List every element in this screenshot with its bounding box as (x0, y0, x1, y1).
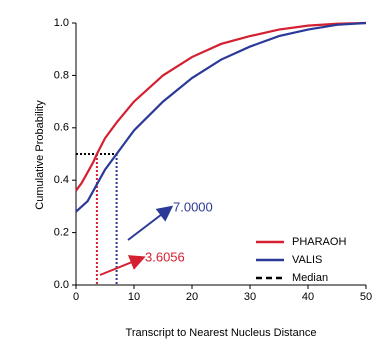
y-tick-label: 0.0 (54, 279, 69, 291)
x-tick-label: 40 (302, 291, 314, 303)
x-tick-label: 10 (128, 291, 140, 303)
y-tick-label: 1.0 (54, 17, 69, 29)
annotation-arrow (99, 255, 146, 276)
legend-label: VALIS (292, 254, 322, 266)
legend-label: Median (292, 272, 328, 284)
annotation-arrow (127, 205, 174, 241)
y-tick-label: 0.6 (54, 122, 69, 134)
cdf-line (75, 21, 367, 213)
y-axis-label: Cumulative Probability (34, 100, 46, 210)
annotation-label: 3.6056 (145, 249, 185, 264)
legend-label: PHARAOH (292, 236, 346, 248)
annotation-label: 7.0000 (173, 199, 213, 214)
x-tick-label: 20 (186, 291, 198, 303)
y-tick-label: 0.8 (54, 69, 69, 81)
y-tick-label: 0.4 (54, 174, 69, 186)
x-tick-label: 30 (244, 291, 256, 303)
y-tick-label: 0.2 (54, 227, 69, 239)
x-tick-label: 50 (360, 291, 372, 303)
x-axis-label: Transcript to Nearest Nucleus Distance (126, 327, 317, 339)
x-tick-label: 0 (73, 291, 79, 303)
cdf-line (75, 21, 367, 192)
